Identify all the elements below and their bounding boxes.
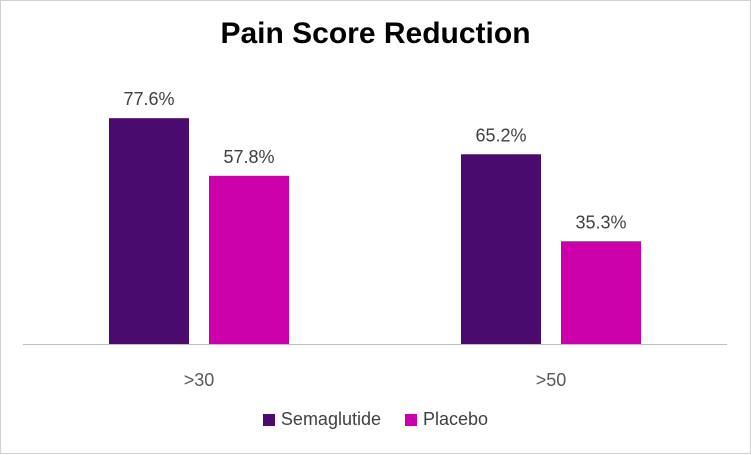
legend-item-semaglutide: Semaglutide — [262, 409, 381, 430]
bar-placebo-1 — [561, 241, 641, 344]
legend-swatch-placebo — [405, 413, 417, 426]
legend-label-semaglutide: Semaglutide — [280, 409, 381, 429]
category-label-1: >50 — [536, 370, 567, 390]
bar-placebo-0 — [209, 175, 289, 344]
category-label-0: >30 — [184, 370, 215, 390]
bar-semaglutide-0 — [109, 118, 189, 345]
chart-title: Pain Score Reduction — [220, 17, 531, 50]
bar-semaglutide-1 — [461, 154, 541, 344]
data-label-semaglutide-1: 65.2% — [475, 125, 526, 145]
data-label-semaglutide-0: 77.6% — [123, 89, 174, 109]
legend-item-placebo: Placebo — [405, 409, 488, 430]
data-label-placebo-0: 57.8% — [223, 147, 274, 167]
legend-swatch-semaglutide — [262, 413, 275, 426]
legend: Semaglutide Placebo — [1, 409, 750, 430]
legend-label-placebo: Placebo — [423, 409, 489, 429]
data-label-placebo-1: 35.3% — [575, 212, 626, 232]
